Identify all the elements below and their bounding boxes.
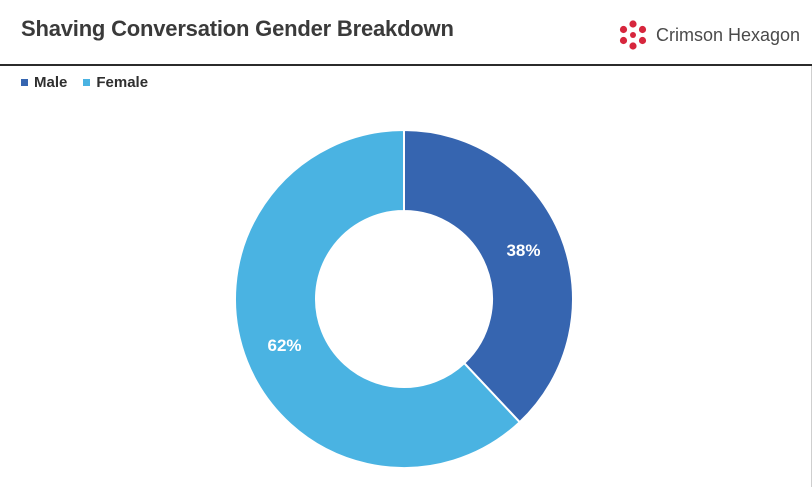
legend-label-female: Female (96, 74, 149, 91)
data-label-male: 38% (506, 241, 540, 260)
chart-legend: Male Female (21, 74, 148, 91)
crimson-hexagon-logo-icon (619, 20, 647, 50)
legend-swatch-female (83, 79, 91, 86)
legend-swatch-male (21, 79, 28, 86)
legend-item-male: Male (21, 74, 67, 91)
donut-slice-female (234, 128, 522, 469)
data-label-female: 62% (268, 336, 302, 355)
brand-name: Crimson Hexagon (656, 24, 801, 45)
chart-header: Shaving Conversation Gender Breakdown Cr… (0, 0, 812, 66)
brand-logo: Crimson Hexagon (618, 20, 800, 50)
legend-item-female: Female (83, 74, 148, 91)
donut-slice-male (403, 128, 574, 424)
chart-title: Shaving Conversation Gender Breakdown (21, 16, 454, 41)
legend-label-male: Male (34, 74, 68, 91)
